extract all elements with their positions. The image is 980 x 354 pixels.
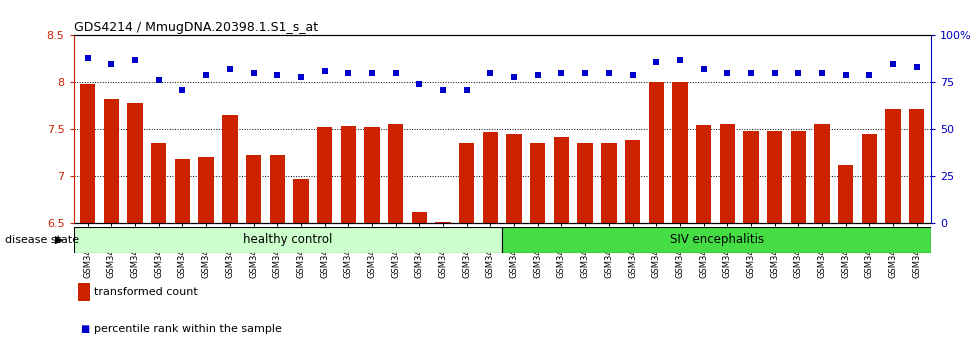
Bar bbox=[151, 143, 167, 223]
Text: ▶: ▶ bbox=[55, 235, 64, 245]
Bar bbox=[743, 131, 759, 223]
Bar bbox=[861, 134, 877, 223]
Bar bbox=[577, 143, 593, 223]
Bar bbox=[365, 127, 379, 223]
Bar bbox=[502, 227, 931, 253]
Bar bbox=[341, 126, 356, 223]
Bar bbox=[293, 179, 309, 223]
Bar bbox=[672, 82, 688, 223]
Bar bbox=[270, 155, 285, 223]
Bar bbox=[649, 82, 663, 223]
Bar bbox=[435, 222, 451, 223]
Bar bbox=[838, 165, 854, 223]
Bar bbox=[554, 137, 569, 223]
Bar bbox=[696, 125, 711, 223]
Bar bbox=[317, 127, 332, 223]
Bar bbox=[127, 103, 143, 223]
Bar bbox=[885, 109, 901, 223]
Bar bbox=[530, 143, 546, 223]
Text: SIV encephalitis: SIV encephalitis bbox=[669, 233, 763, 246]
Text: healthy control: healthy control bbox=[243, 233, 332, 246]
Bar bbox=[388, 124, 404, 223]
Bar bbox=[246, 155, 262, 223]
Bar bbox=[625, 141, 640, 223]
Text: percentile rank within the sample: percentile rank within the sample bbox=[94, 324, 282, 334]
Bar bbox=[74, 227, 502, 253]
Bar bbox=[601, 143, 616, 223]
Bar bbox=[80, 84, 95, 223]
Text: disease state: disease state bbox=[5, 235, 79, 245]
Bar bbox=[222, 115, 237, 223]
Bar bbox=[459, 143, 474, 223]
Bar bbox=[719, 124, 735, 223]
Text: transformed count: transformed count bbox=[94, 287, 198, 297]
Bar bbox=[814, 124, 830, 223]
Bar bbox=[483, 132, 498, 223]
Bar bbox=[104, 99, 120, 223]
Bar bbox=[174, 159, 190, 223]
Bar bbox=[909, 109, 924, 223]
Text: GDS4214 / MmugDNA.20398.1.S1_s_at: GDS4214 / MmugDNA.20398.1.S1_s_at bbox=[74, 21, 318, 34]
Bar bbox=[767, 131, 782, 223]
Text: ■: ■ bbox=[79, 324, 89, 334]
Bar bbox=[507, 134, 521, 223]
Bar bbox=[412, 212, 427, 223]
Bar bbox=[791, 131, 806, 223]
Bar bbox=[199, 157, 214, 223]
